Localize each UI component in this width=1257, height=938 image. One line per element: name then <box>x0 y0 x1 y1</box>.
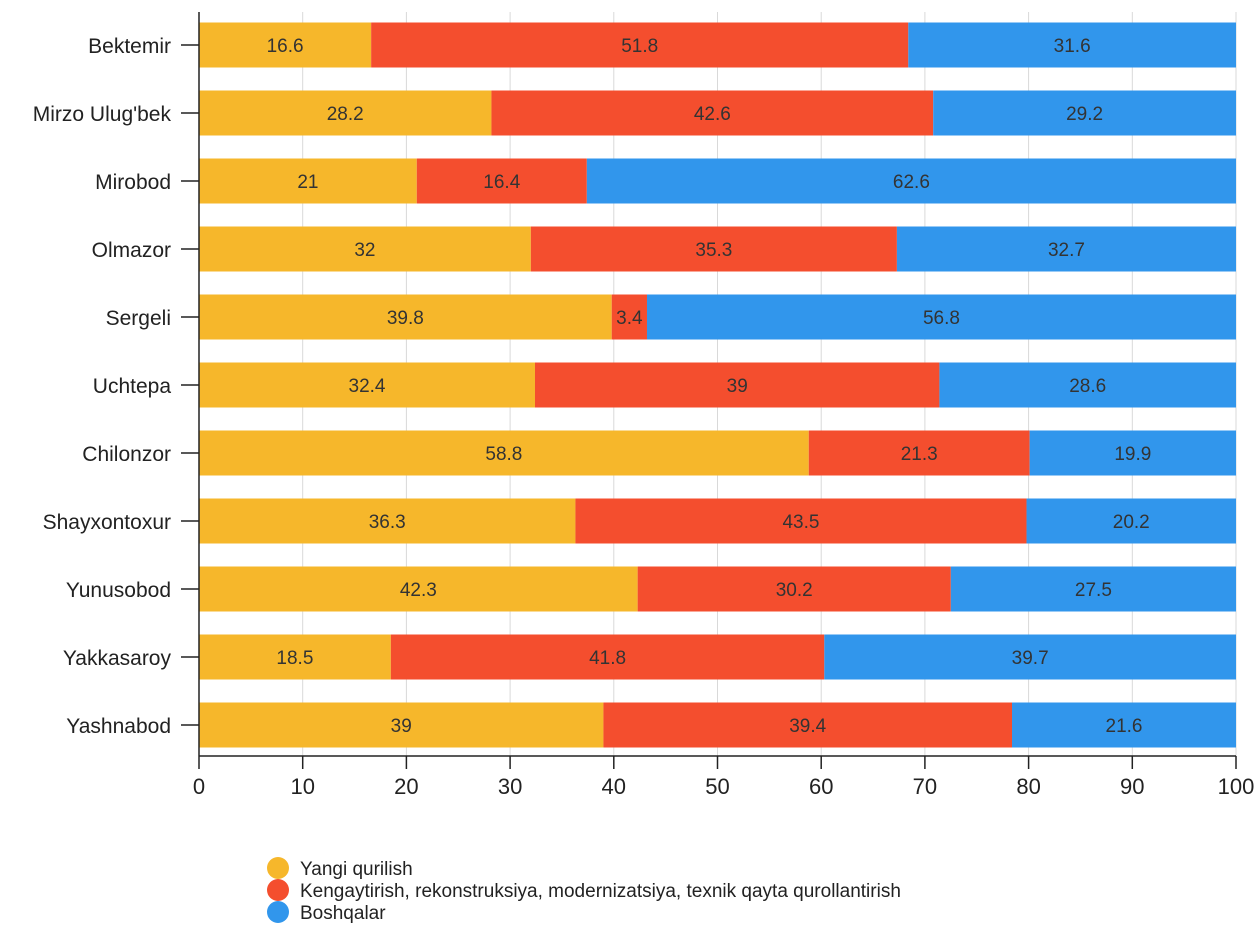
bar-0-5 <box>199 362 535 408</box>
bar-0-8 <box>199 566 638 612</box>
bar-2-4 <box>646 294 1236 340</box>
data-label-0-0: 16.6 <box>267 36 304 57</box>
bar-0-2 <box>199 158 417 204</box>
data-label-1-6: 21.3 <box>901 444 938 465</box>
bar-0-7 <box>199 498 576 544</box>
bar-2-1 <box>933 90 1236 136</box>
data-label-2-10: 21.6 <box>1106 716 1143 737</box>
bar-1-10 <box>603 702 1013 748</box>
x-tick-label-2: 20 <box>394 774 418 799</box>
data-label-2-8: 27.5 <box>1075 580 1112 601</box>
bar-0-3 <box>199 226 531 272</box>
category-label-7: Shayxontoxur <box>43 511 171 534</box>
data-label-2-3: 32.7 <box>1048 240 1085 261</box>
bar-0-9 <box>199 634 391 680</box>
bar-1-1 <box>491 90 934 136</box>
data-label-0-10: 39 <box>391 716 412 737</box>
data-label-0-8: 42.3 <box>400 580 437 601</box>
data-label-0-2: 21 <box>297 172 318 193</box>
bar-2-0 <box>908 22 1236 68</box>
data-label-2-7: 20.2 <box>1113 512 1150 533</box>
bar-0-6 <box>199 430 809 476</box>
bar-0-10 <box>199 702 604 748</box>
data-label-2-0: 31.6 <box>1054 36 1091 57</box>
data-label-1-7: 43.5 <box>782 512 819 533</box>
data-label-0-5: 32.4 <box>349 376 386 397</box>
bar-1-2 <box>416 158 587 204</box>
legend-swatch-1 <box>267 879 289 901</box>
category-label-1: Mirzo Ulug'bek <box>33 103 172 126</box>
legend-label-2: Boshqalar <box>300 903 386 924</box>
legend-swatch-0 <box>267 857 289 879</box>
category-label-10: Yashnabod <box>66 715 171 738</box>
data-label-1-5: 39 <box>727 376 748 397</box>
data-label-1-0: 51.8 <box>621 36 658 57</box>
category-label-3: Olmazor <box>92 239 171 262</box>
data-label-1-1: 42.6 <box>694 104 731 125</box>
data-label-0-1: 28.2 <box>327 104 364 125</box>
legend-label-0: Yangi qurilish <box>300 859 413 880</box>
data-label-2-5: 28.6 <box>1069 376 1106 397</box>
legend-swatch-2 <box>267 901 289 923</box>
bar-2-7 <box>1026 498 1236 544</box>
data-label-2-2: 62.6 <box>893 172 930 193</box>
category-label-0: Bektemir <box>88 35 171 58</box>
category-label-6: Chilonzor <box>82 443 171 466</box>
data-label-0-9: 18.5 <box>276 648 313 669</box>
data-label-2-4: 56.8 <box>923 308 960 329</box>
data-label-1-3: 35.3 <box>695 240 732 261</box>
bar-2-5 <box>939 362 1236 408</box>
x-tick-label-3: 30 <box>498 774 522 799</box>
bar-2-2 <box>586 158 1236 204</box>
data-label-0-7: 36.3 <box>369 512 406 533</box>
bar-1-9 <box>390 634 825 680</box>
x-tick-label-10: 100 <box>1218 774 1255 799</box>
bar-1-7 <box>575 498 1027 544</box>
bar-2-3 <box>896 226 1236 272</box>
bar-1-6 <box>808 430 1030 476</box>
bar-1-3 <box>530 226 897 272</box>
bar-1-8 <box>637 566 951 612</box>
bar-0-1 <box>199 90 492 136</box>
data-label-2-9: 39.7 <box>1012 648 1049 669</box>
bar-1-5 <box>534 362 940 408</box>
x-tick-label-8: 80 <box>1016 774 1040 799</box>
x-tick-label-4: 40 <box>602 774 626 799</box>
data-label-2-1: 29.2 <box>1066 104 1103 125</box>
category-label-2: Mirobod <box>95 171 171 194</box>
data-label-2-6: 19.9 <box>1114 444 1151 465</box>
data-label-0-3: 32 <box>354 240 375 261</box>
data-label-1-8: 30.2 <box>776 580 813 601</box>
bar-2-10 <box>1012 702 1236 748</box>
x-tick-label-5: 50 <box>705 774 729 799</box>
category-label-8: Yunusobod <box>66 579 171 602</box>
data-label-1-4: 3.4 <box>616 308 643 329</box>
bar-2-8 <box>950 566 1236 612</box>
data-label-0-4: 39.8 <box>387 308 424 329</box>
bars: 16.6 51.8 31.6 28.2 42.6 29.2 21 16.4 62.6 32 35.3… <box>199 22 1236 748</box>
data-label-1-2: 16.4 <box>483 172 520 193</box>
category-label-5: Uchtepa <box>93 375 172 398</box>
bar-2-6 <box>1029 430 1236 476</box>
axes: Bektemir Mirzo Ulug'bek Mirobod Olmazor Serg… <box>33 12 1255 799</box>
x-tick-label-9: 90 <box>1120 774 1144 799</box>
legend-label-1: Kengaytirish, rekonstruksiya, modernizat… <box>300 881 901 902</box>
x-tick-label-1: 10 <box>290 774 314 799</box>
category-label-9: Yakkasaroy <box>63 647 172 670</box>
bar-1-0 <box>371 22 909 68</box>
category-label-4: Sergeli <box>106 307 171 330</box>
bar-1-4 <box>611 294 647 340</box>
x-tick-label-6: 60 <box>809 774 833 799</box>
data-label-0-6: 58.8 <box>485 444 522 465</box>
x-tick-label-7: 70 <box>913 774 937 799</box>
bar-0-0 <box>199 22 372 68</box>
bar-2-9 <box>824 634 1236 680</box>
data-label-1-9: 41.8 <box>589 648 626 669</box>
data-label-1-10: 39.4 <box>789 716 826 737</box>
x-tick-label-0: 0 <box>193 774 205 799</box>
bar-0-4 <box>199 294 612 340</box>
